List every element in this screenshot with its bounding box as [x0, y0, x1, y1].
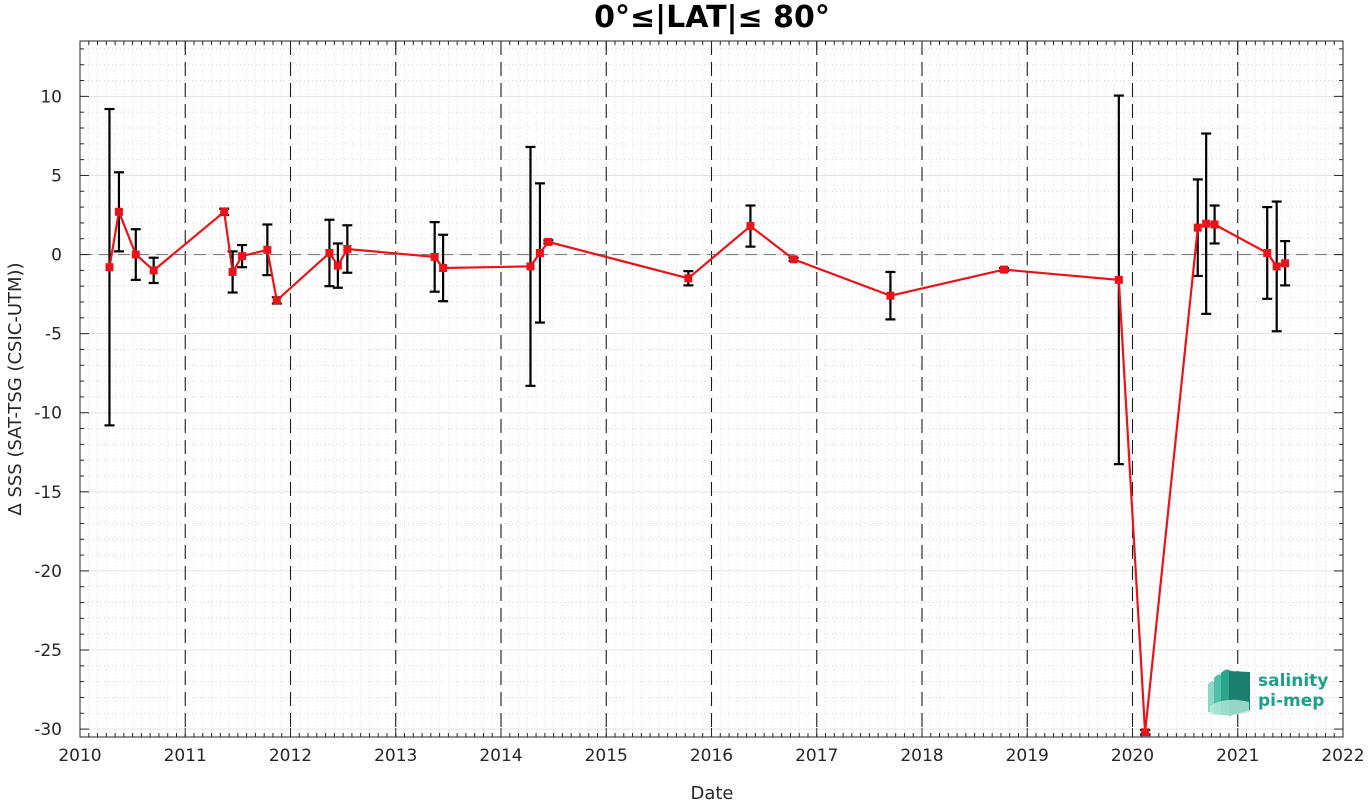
data-point-marker	[685, 275, 692, 282]
data-point-marker	[132, 251, 139, 258]
data-point-marker	[1001, 266, 1008, 273]
chart-title: 0°≤|LAT|≤ 80°	[594, 0, 830, 35]
data-point-marker	[344, 246, 351, 253]
y-tick-label: 10	[40, 87, 62, 107]
data-point-marker	[440, 264, 447, 271]
data-point-marker	[790, 256, 797, 263]
data-point-marker	[326, 249, 333, 256]
y-tick-label: 0	[51, 246, 62, 266]
data-point-marker	[887, 292, 894, 299]
y-tick-label: -30	[34, 720, 62, 740]
data-point-marker	[747, 223, 754, 230]
data-point-marker	[229, 268, 236, 275]
y-tick-label: -20	[34, 562, 62, 582]
x-tick-label: 2021	[1216, 746, 1259, 766]
x-tick-label: 2014	[479, 746, 522, 766]
y-tick-label: 5	[51, 166, 62, 186]
data-point-marker	[1211, 221, 1218, 228]
data-point-marker	[1115, 276, 1122, 283]
data-point-marker	[264, 246, 271, 253]
x-tick-label: 2011	[164, 746, 207, 766]
data-point-marker	[527, 263, 534, 270]
x-tick-label: 2013	[374, 746, 417, 766]
x-tick-label: 2020	[1111, 746, 1154, 766]
data-point-marker	[1203, 220, 1210, 227]
logo-text-pi-mep: pi-mep	[1258, 691, 1324, 711]
data-point-marker	[1264, 249, 1271, 256]
y-tick-label: -10	[34, 404, 62, 424]
data-point-marker	[1142, 729, 1149, 736]
y-tick-label: -15	[34, 483, 62, 503]
x-tick-label: 2015	[585, 746, 628, 766]
x-tick-label: 2016	[690, 746, 733, 766]
data-point-marker	[239, 253, 246, 260]
y-axis-label: Δ SSS (SAT-TSG (CSIC-UTM))	[5, 262, 26, 515]
x-axis-label: Date	[690, 783, 733, 801]
data-point-marker	[334, 262, 341, 269]
data-point-marker	[273, 297, 280, 304]
x-tick-label: 2010	[58, 746, 101, 766]
data-point-marker	[115, 208, 122, 215]
data-point-marker	[1194, 224, 1201, 231]
x-tick-label: 2022	[1321, 746, 1364, 766]
data-point-marker	[536, 249, 543, 256]
y-tick-label: -5	[45, 325, 62, 345]
logo-text-salinity: salinity	[1258, 671, 1328, 691]
data-point-marker	[150, 267, 157, 274]
salinity-pi-mep-logo: salinity pi-mep	[1208, 670, 1328, 717]
data-point-marker	[1282, 260, 1289, 267]
x-tick-label: 2012	[269, 746, 312, 766]
data-point-marker	[1273, 263, 1280, 270]
x-tick-label: 2019	[1006, 746, 1049, 766]
data-point-marker	[106, 264, 113, 271]
y-tick-label: -25	[34, 641, 62, 661]
x-tick-label: 2018	[900, 746, 943, 766]
data-point-marker	[221, 208, 228, 215]
data-point-marker	[431, 253, 438, 260]
data-point-marker	[545, 238, 552, 245]
x-tick-label: 2017	[795, 746, 838, 766]
